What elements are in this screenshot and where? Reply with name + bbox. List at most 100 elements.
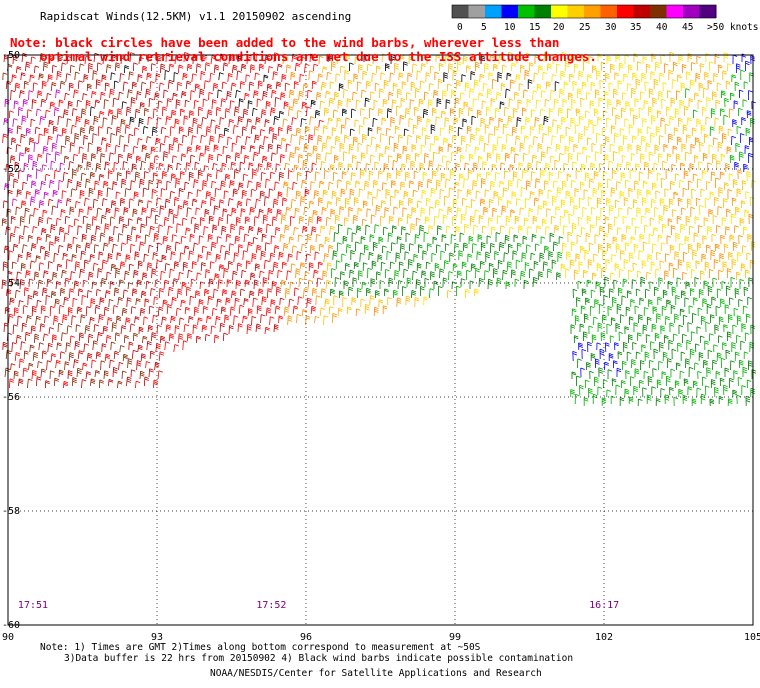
wind-barb bbox=[315, 110, 321, 119]
wind-barb bbox=[570, 117, 576, 128]
wind-barb bbox=[502, 123, 508, 135]
wind-barb bbox=[403, 61, 408, 72]
wind-barb bbox=[54, 107, 60, 117]
wind-barb bbox=[715, 99, 721, 110]
wind-barb bbox=[196, 124, 203, 135]
wind-barb bbox=[587, 74, 592, 83]
wind-barb bbox=[475, 61, 480, 72]
wind-barb bbox=[486, 106, 491, 117]
wind-barb bbox=[257, 80, 263, 90]
wind-barb bbox=[11, 137, 17, 146]
wind-barb bbox=[261, 109, 267, 119]
wind-barb bbox=[499, 101, 505, 110]
wind-barb bbox=[492, 144, 498, 155]
wind-barb bbox=[439, 62, 444, 72]
wind-barb bbox=[480, 55, 486, 65]
wind-barb bbox=[734, 81, 740, 92]
wind-barb bbox=[400, 97, 406, 108]
wind-barb bbox=[333, 109, 338, 119]
wind-barb bbox=[519, 142, 525, 153]
wind-barb bbox=[328, 97, 335, 108]
wind-barb bbox=[452, 134, 457, 144]
wind-barb bbox=[418, 98, 424, 108]
wind-barb bbox=[610, 125, 616, 135]
wind-barb bbox=[232, 125, 239, 135]
wind-barb bbox=[561, 51, 567, 63]
wind-barb bbox=[353, 73, 359, 83]
wind-barb bbox=[426, 118, 432, 128]
wind-barb bbox=[466, 125, 472, 135]
wind-barb bbox=[529, 126, 535, 137]
wind-barb bbox=[236, 135, 242, 144]
wind-barb bbox=[421, 127, 427, 137]
wind-barb bbox=[486, 152, 492, 162]
wind-barb bbox=[222, 145, 228, 155]
wind-barb bbox=[371, 72, 377, 83]
legend-swatch bbox=[633, 5, 651, 18]
wind-barb bbox=[16, 66, 22, 74]
wind-barb bbox=[87, 142, 93, 153]
wind-barb bbox=[687, 117, 692, 126]
wind-barb bbox=[93, 115, 99, 126]
wind-barb bbox=[19, 90, 25, 99]
wind-barb bbox=[191, 73, 197, 83]
wind-barb bbox=[704, 71, 709, 81]
wind-barb bbox=[37, 90, 43, 99]
wind-barb bbox=[19, 152, 25, 162]
wind-barb bbox=[141, 144, 147, 153]
wind-barb bbox=[126, 106, 132, 117]
wind-barb bbox=[578, 70, 584, 81]
wind-barb bbox=[40, 98, 47, 108]
wind-barb bbox=[470, 133, 475, 144]
wind-barb bbox=[263, 74, 269, 83]
wind-barb bbox=[645, 143, 651, 153]
wind-barb bbox=[462, 55, 468, 65]
wind-barb bbox=[555, 143, 561, 153]
wind-barb bbox=[701, 106, 707, 117]
wind-barb bbox=[597, 116, 602, 126]
wind-barb bbox=[380, 133, 385, 144]
wind-barb bbox=[614, 72, 619, 81]
wind-barb bbox=[497, 136, 502, 146]
wind-barb bbox=[466, 65, 471, 74]
wind-barb bbox=[273, 115, 279, 126]
wind-barb bbox=[382, 98, 388, 108]
wind-barb bbox=[522, 107, 527, 117]
latitude-label: -52 bbox=[2, 164, 20, 175]
wind-barb bbox=[346, 98, 352, 108]
legend-swatch bbox=[600, 5, 618, 18]
wind-barb bbox=[214, 64, 220, 74]
wind-barb bbox=[45, 109, 51, 119]
wind-barb bbox=[703, 87, 708, 99]
wind-barb bbox=[735, 142, 740, 153]
wind-barb bbox=[114, 145, 121, 155]
wind-barb bbox=[239, 81, 245, 90]
wind-barb bbox=[437, 78, 443, 90]
wind-barb bbox=[537, 143, 543, 153]
wind-barb bbox=[464, 82, 470, 92]
wind-barb bbox=[583, 125, 589, 137]
wind-barb bbox=[618, 145, 624, 155]
wind-barb bbox=[318, 55, 324, 65]
wind-barb bbox=[218, 72, 224, 81]
wind-barb bbox=[478, 155, 483, 164]
wind-barb bbox=[50, 82, 57, 92]
wind-barb bbox=[438, 146, 444, 155]
wind-barb bbox=[488, 72, 494, 81]
wind-barb bbox=[201, 117, 207, 126]
wind-barb bbox=[506, 133, 511, 144]
wind-barb bbox=[732, 119, 737, 128]
legend-swatch bbox=[452, 5, 469, 18]
wind-barb bbox=[699, 63, 705, 74]
wind-barb bbox=[425, 135, 430, 146]
wind-barb bbox=[240, 145, 246, 155]
wind-barb bbox=[281, 137, 287, 146]
wind-barb bbox=[217, 153, 223, 162]
wind-barb bbox=[428, 83, 434, 92]
wind-barb bbox=[154, 155, 160, 164]
wind-barb bbox=[550, 155, 555, 164]
wind-barb bbox=[625, 100, 630, 110]
wind-barb bbox=[387, 108, 392, 119]
wind-barb bbox=[705, 116, 711, 126]
wind-barb bbox=[745, 127, 751, 137]
